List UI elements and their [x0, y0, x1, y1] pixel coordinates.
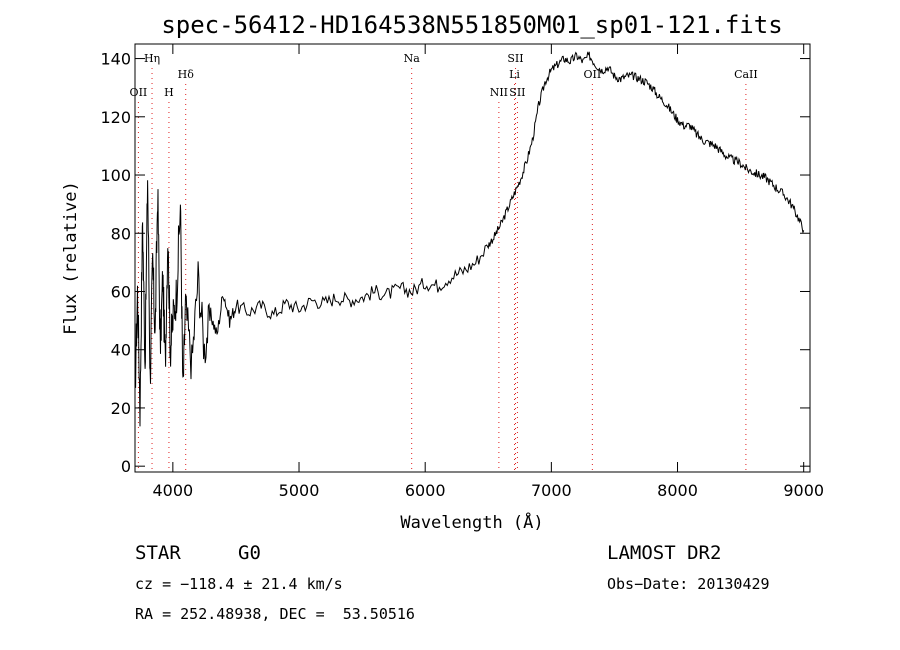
spectral-line-label: NII — [490, 86, 508, 99]
y-tick-label: 0 — [121, 457, 131, 476]
x-tick-label: 5000 — [279, 481, 320, 500]
y-tick-label: 80 — [111, 224, 131, 243]
subclass: G0 — [238, 542, 261, 564]
y-axis-label: Flux (relative) — [61, 181, 81, 335]
x-axis-label: Wavelength (Å) — [400, 511, 543, 533]
x-tick-label: 9000 — [783, 481, 824, 500]
y-tick-label: 20 — [111, 399, 131, 418]
axis-ticks: 4000 5000 6000 7000 8000 9000 0 20 40 60 80 100 120 1… — [100, 44, 824, 500]
spectral-line-label: Hη — [144, 52, 160, 65]
spectral-line-label: Hδ — [178, 68, 195, 81]
x-tick-label: 7000 — [531, 481, 572, 500]
survey-release: LAMOST DR2 — [607, 542, 722, 564]
y-tick-label: 100 — [100, 166, 131, 185]
x-tick-label: 4000 — [152, 481, 193, 500]
spectral-line-label: SII — [509, 86, 525, 99]
y-tick-label: 120 — [100, 108, 131, 127]
chart-title: spec-56412-HD164538N551850M01_sp01-121.f… — [161, 11, 782, 39]
obs-date: Obs−Date: 20130429 — [607, 575, 770, 593]
spectral-line-label: Na — [404, 52, 421, 65]
y-tick-label: 60 — [111, 282, 131, 301]
plot-frame — [134, 43, 811, 473]
redshift-cz: cz = −118.4 ± 21.4 km/s — [135, 575, 343, 593]
y-tick-label: 140 — [100, 50, 131, 69]
y-tick-label: 40 — [111, 341, 131, 360]
ra-dec: RA = 252.48938, DEC = 53.50516 — [135, 605, 415, 623]
x-tick-label: 8000 — [657, 481, 698, 500]
x-tick-label: 6000 — [405, 481, 446, 500]
spectral-line-label: Li — [509, 68, 520, 81]
spectral-line-label: CaII — [734, 68, 758, 81]
spectrum-series-line — [134, 51, 805, 427]
spectral-line-label: OII — [584, 68, 602, 81]
spectral-line-label: SII — [507, 52, 523, 65]
spectral-line-label: H — [164, 86, 174, 99]
spectral-line-label: OII — [130, 86, 148, 99]
series-layer — [134, 51, 805, 427]
object-class: STAR — [135, 542, 181, 564]
